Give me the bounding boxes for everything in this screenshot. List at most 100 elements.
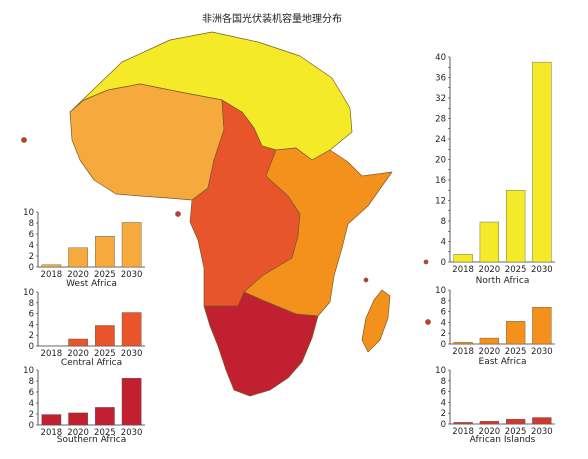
y-tick-label: 4	[441, 238, 446, 248]
x-tick-label: 2018	[452, 427, 474, 437]
bar-2030	[121, 312, 142, 347]
y-tick-label: 6	[441, 388, 446, 398]
y-tick-label: 0	[441, 258, 446, 268]
map-region-southern-africa	[203, 291, 319, 397]
y-tick-label: 2	[441, 409, 446, 419]
chart-region-label: Southern Africa	[57, 435, 126, 445]
y-tick-label: 6	[441, 308, 446, 318]
x-tick-label: 2030	[121, 428, 143, 438]
map-region-madagascar	[361, 289, 391, 353]
x-tick-label: 2020	[479, 427, 501, 437]
y-tick-label: 28	[435, 115, 446, 125]
y-tick-label: 8	[441, 377, 446, 387]
y-tick-label: 0	[441, 340, 446, 350]
bar-2025	[95, 325, 115, 347]
bar-2018	[41, 414, 62, 426]
x-tick-label: 2030	[531, 427, 553, 437]
y-tick-label: 4	[441, 318, 446, 328]
y-tick-label: 8	[29, 377, 34, 387]
y-tick-label: 0	[29, 342, 34, 352]
y-tick-label: 40	[435, 53, 446, 63]
x-tick-label: 2020	[67, 349, 89, 359]
bar-2020	[479, 421, 500, 425]
bar-2018	[453, 342, 473, 345]
chart-north-africa: 0 4 8 12 16 20 24 28 32 36 40 2018 2020 2025 2030North…	[435, 53, 555, 286]
chart-region-label: East Africa	[479, 357, 527, 367]
chart-region-label: Central Africa	[61, 358, 122, 368]
y-tick-label: 0	[441, 420, 446, 430]
bar-2020	[68, 338, 88, 347]
chart-region-label: African Islands	[470, 435, 536, 445]
y-tick-label: 2	[29, 410, 34, 420]
y-tick-label: 4	[29, 241, 34, 251]
bar-2018	[41, 264, 62, 268]
y-tick-label: 8	[29, 299, 34, 309]
x-tick-label: 2025	[505, 427, 527, 437]
x-tick-label: 2018	[41, 270, 63, 280]
x-tick-label: 2030	[531, 347, 553, 357]
y-tick-label: 2	[29, 252, 34, 262]
y-tick-label: 10	[23, 288, 34, 298]
figure-title: 非洲各国光伏装机容量地理分布	[202, 12, 342, 25]
y-tick-label: 16	[435, 176, 446, 186]
x-tick-label: 2030	[531, 265, 553, 275]
bar-2030	[532, 61, 552, 263]
y-tick-label: 4	[441, 398, 446, 408]
y-tick-label: 10	[23, 208, 34, 218]
x-tick-label: 2025	[94, 270, 116, 280]
chart-region-label: North Africa	[476, 276, 530, 286]
bar-2025	[505, 321, 526, 345]
x-tick-label: 2018	[452, 347, 474, 357]
bar-2020	[68, 412, 88, 426]
bar-2020	[479, 337, 500, 345]
bar-2018	[453, 422, 473, 425]
bar-2025	[95, 407, 115, 426]
x-tick-label: 2020	[67, 270, 89, 280]
x-tick-label: 2018	[452, 265, 474, 275]
bar-2030	[532, 307, 552, 345]
x-tick-label: 2025	[94, 349, 116, 359]
y-tick-label: 32	[435, 94, 446, 104]
y-tick-label: 6	[29, 230, 34, 240]
x-tick-label: 2025	[505, 265, 527, 275]
map-region-west-africa	[69, 83, 225, 201]
y-tick-label: 8	[441, 217, 446, 227]
y-tick-label: 2	[441, 329, 446, 339]
island-cape-verde	[21, 137, 27, 143]
island-comoros	[363, 277, 369, 283]
x-tick-label: 2030	[121, 349, 143, 359]
bar-2020	[479, 221, 500, 263]
y-tick-label: 6	[29, 388, 34, 398]
y-tick-label: 36	[435, 74, 446, 84]
island-mauritius	[425, 319, 431, 325]
africa-map	[21, 31, 431, 397]
x-tick-label: 2030	[121, 270, 143, 280]
island-seychelles	[423, 259, 429, 265]
bar-2025	[505, 190, 526, 263]
x-tick-label: 2020	[67, 428, 89, 438]
island-sao-tome	[175, 211, 181, 217]
y-tick-label: 10	[435, 286, 446, 296]
bar-2030	[121, 378, 142, 426]
x-tick-label: 2025	[505, 347, 527, 357]
x-tick-label: 2020	[479, 265, 501, 275]
y-tick-label: 2	[29, 331, 34, 341]
y-tick-label: 24	[435, 135, 446, 145]
x-tick-label: 2020	[479, 347, 501, 357]
y-tick-label: 10	[435, 366, 446, 376]
bar-2030	[121, 222, 142, 268]
map-region-east-africa	[243, 147, 393, 317]
y-tick-label: 0	[29, 263, 34, 273]
y-tick-label: 12	[435, 197, 446, 207]
y-tick-label: 8	[441, 297, 446, 307]
y-tick-label: 10	[23, 366, 34, 376]
chart-region-label: West Africa	[66, 279, 117, 289]
bar-2020	[68, 247, 88, 268]
bar-2018	[453, 254, 473, 263]
bar-2025	[505, 418, 526, 425]
